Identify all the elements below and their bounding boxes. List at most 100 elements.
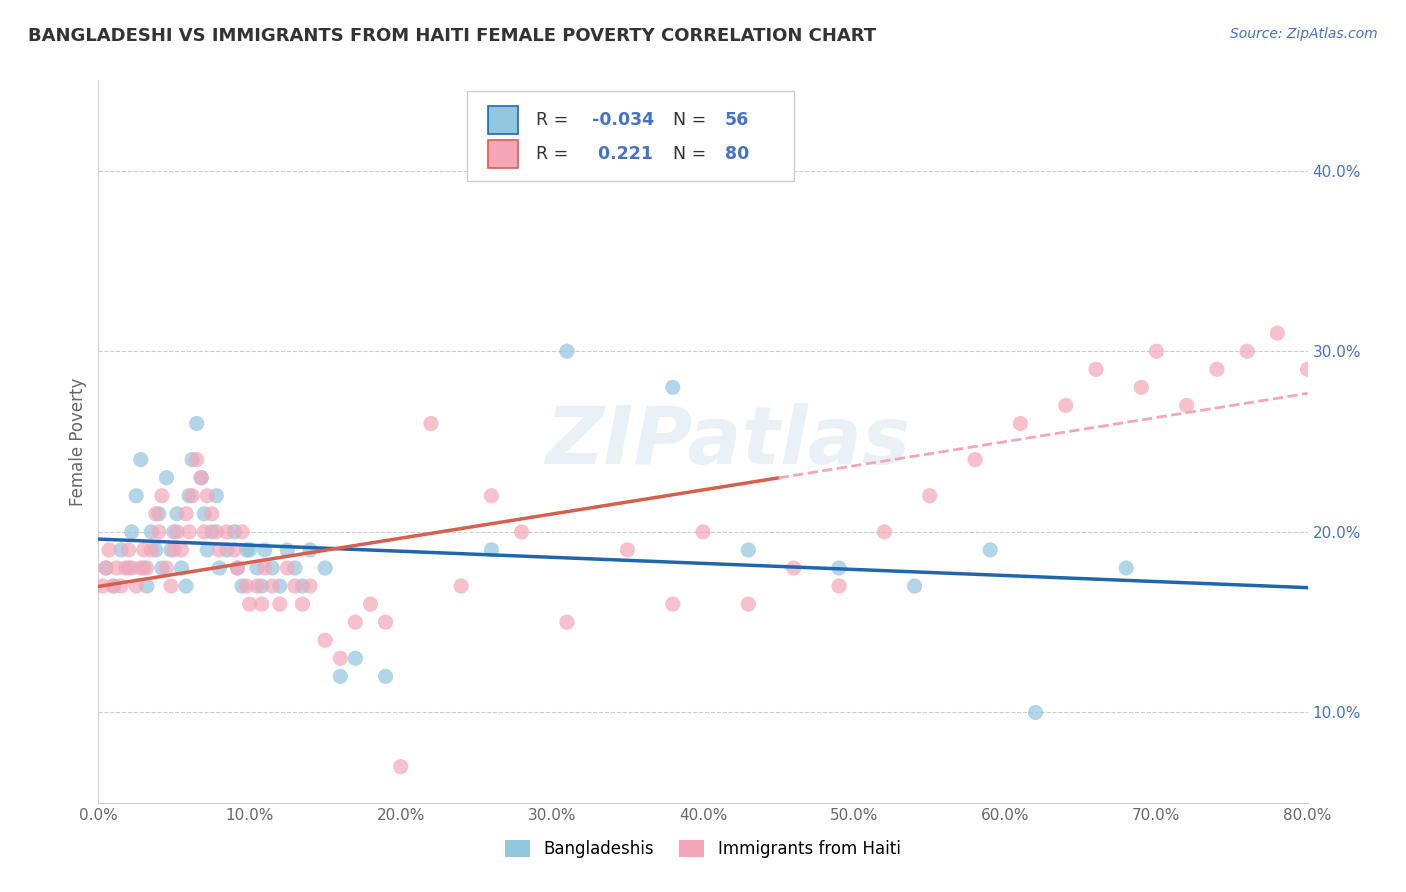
Point [205, 524, 228, 539]
Point [193, 524, 215, 539]
Point [94, 561, 117, 575]
Point [155, 561, 177, 575]
Point [110, 579, 132, 593]
Point [205, 489, 228, 503]
Point [114, 561, 136, 575]
Point [201, 507, 224, 521]
Point [224, 542, 246, 557]
Text: Source: ZipAtlas.com: Source: ZipAtlas.com [1230, 27, 1378, 41]
Point [239, 597, 262, 611]
Point [239, 542, 262, 557]
Point [226, 561, 249, 575]
Point [125, 489, 148, 503]
Point [190, 470, 212, 484]
Point [661, 597, 683, 611]
Point [118, 561, 141, 575]
Point [150, 489, 173, 503]
Point [314, 633, 336, 648]
Point [389, 760, 412, 774]
Point [129, 452, 152, 467]
Point [150, 561, 173, 575]
Point [1130, 380, 1153, 394]
Point [284, 561, 307, 575]
Text: N =: N = [672, 145, 711, 163]
Point [174, 507, 197, 521]
Point [510, 524, 533, 539]
Point [179, 524, 201, 539]
Point [420, 417, 443, 431]
Point [1010, 417, 1032, 431]
Point [166, 524, 188, 539]
Y-axis label: Female Poverty: Female Poverty [69, 377, 87, 506]
Point [193, 507, 215, 521]
Point [163, 542, 186, 557]
Text: 0.221: 0.221 [592, 145, 652, 163]
Text: 80: 80 [724, 145, 749, 163]
Point [148, 524, 170, 539]
Point [105, 561, 128, 575]
Point [94, 561, 117, 575]
Point [215, 524, 238, 539]
Point [103, 579, 125, 593]
Point [299, 579, 322, 593]
Point [235, 579, 257, 593]
Point [121, 524, 143, 539]
Point [208, 561, 231, 575]
Point [141, 524, 163, 539]
Point [98, 542, 121, 557]
Point [555, 615, 578, 630]
Point [329, 651, 352, 665]
Point [215, 542, 238, 557]
Point [110, 542, 132, 557]
Point [344, 615, 367, 630]
Point [269, 579, 291, 593]
Point [170, 561, 193, 575]
Text: 56: 56 [724, 111, 749, 129]
Point [737, 542, 759, 557]
Text: ZIPatlas: ZIPatlas [544, 402, 910, 481]
Point [224, 524, 246, 539]
FancyBboxPatch shape [467, 91, 793, 181]
Point [181, 489, 204, 503]
Point [118, 542, 141, 557]
Point [276, 542, 298, 557]
Point [1267, 326, 1289, 340]
Point [121, 561, 143, 575]
Point [148, 507, 170, 521]
Point [555, 344, 578, 359]
Point [160, 542, 183, 557]
Point [190, 470, 212, 484]
Point [253, 542, 276, 557]
Legend: Bangladeshis, Immigrants from Haiti: Bangladeshis, Immigrants from Haiti [498, 832, 908, 867]
Point [250, 579, 273, 593]
Point [262, 561, 284, 575]
Text: R =: R = [536, 145, 574, 163]
Point [1054, 398, 1077, 412]
Point [1024, 706, 1046, 720]
Point [481, 542, 503, 557]
Point [873, 524, 896, 539]
Point [235, 542, 257, 557]
Point [91, 579, 114, 593]
Point [1085, 362, 1108, 376]
Point [125, 579, 148, 593]
Point [1206, 362, 1229, 376]
Point [737, 597, 759, 611]
Point [250, 597, 273, 611]
Point [231, 524, 253, 539]
Point [291, 579, 314, 593]
Point [262, 579, 284, 593]
Point [129, 561, 152, 575]
Point [1236, 344, 1258, 359]
Point [155, 470, 177, 484]
Point [284, 579, 307, 593]
Point [1341, 326, 1364, 340]
Text: R =: R = [536, 111, 574, 129]
Point [208, 542, 231, 557]
Point [360, 597, 382, 611]
Point [145, 542, 167, 557]
Point [1115, 561, 1137, 575]
Point [186, 417, 208, 431]
Point [291, 597, 314, 611]
Point [253, 561, 276, 575]
